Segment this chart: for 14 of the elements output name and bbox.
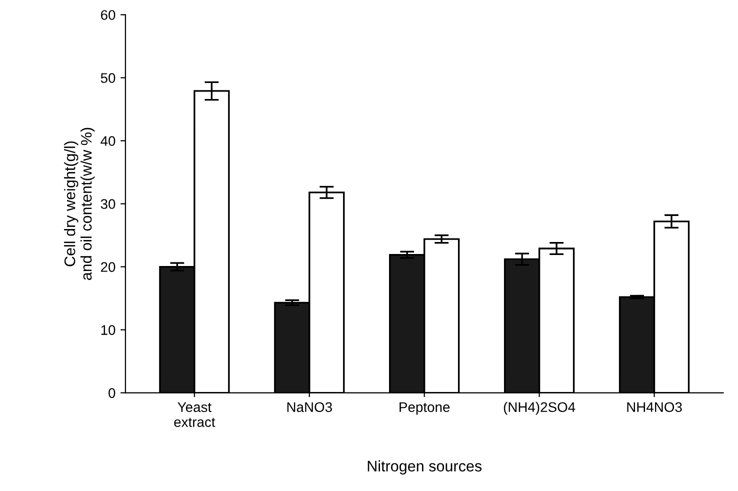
y-tick-label: 30 (100, 199, 116, 209)
x-axis-title: Nitrogen sources (368, 460, 482, 475)
x-tick-label: NaNO3 (287, 402, 332, 412)
x-tick-label: NH4NO3 (627, 402, 682, 412)
x-tick-label: Peptone (400, 402, 450, 415)
x-tick-label: Yeast extract (174, 402, 216, 427)
y-tick-label: 60 (100, 10, 116, 20)
y-axis-title: Cell dry weight(g/l) and oil content(w/w %) (64, 128, 95, 280)
y-tick-label: 20 (100, 262, 116, 272)
x-tick-label: (NH4)2SO4 (504, 402, 576, 415)
y-tick-label: 10 (101, 325, 116, 335)
y-tick-label: 40 (100, 136, 116, 146)
y-tick-label: 50 (100, 73, 116, 83)
y-tick-label: 0 (108, 388, 116, 398)
